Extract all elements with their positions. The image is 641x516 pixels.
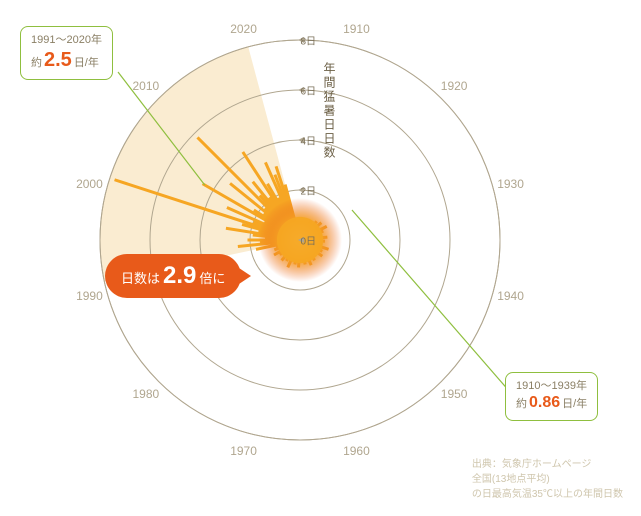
axis-tick: 0日 <box>300 233 316 248</box>
axis-tick: 8日 <box>300 33 316 48</box>
source-line3: の日最高気温35℃以上の年間日数 <box>472 489 623 500</box>
center-multiplier-pill: 日数は2.9倍に <box>105 254 241 298</box>
year-label: 1970 <box>230 444 257 458</box>
year-label: 1930 <box>497 177 524 191</box>
source-line2: 全国(13地点平均) <box>472 474 550 485</box>
pill-prefix: 日数は <box>121 271 160 286</box>
callout-recent-prefix: 約 <box>31 57 42 69</box>
pill-suffix: 倍に <box>199 271 225 286</box>
axis-tick: 6日 <box>300 83 316 98</box>
year-label: 2010 <box>132 79 159 93</box>
callout-recent: 1991〜2020年 約2.5日/年 <box>20 26 113 80</box>
callout-old-prefix: 約 <box>516 398 527 410</box>
year-label: 1990 <box>76 289 103 303</box>
year-label: 1980 <box>132 387 159 401</box>
source-line1: 出典：気象庁ホームページ <box>472 459 592 470</box>
callout-recent-value: 2.5 <box>42 49 74 71</box>
year-label: 1920 <box>441 79 468 93</box>
year-label: 1940 <box>497 289 524 303</box>
callout-old-period: 1910〜1939年 <box>516 380 587 392</box>
year-label: 1910 <box>343 22 370 36</box>
callout-recent-period: 1991〜2020年 <box>31 34 102 46</box>
callout-old: 1910〜1939年 約0.86日/年 <box>505 372 598 421</box>
axis-title: 年間猛暑日日数 <box>321 62 338 160</box>
callout-old-unit: 日/年 <box>562 398 587 410</box>
radial-chart-stage: 1910 1920 1930 1940 1950 1960 1970 1980 1990 2000… <box>0 0 641 516</box>
callout-recent-unit: 日/年 <box>74 57 99 69</box>
year-label: 1960 <box>343 444 370 458</box>
source-attribution: 出典：気象庁ホームページ 全国(13地点平均) の日最高気温35℃以上の年間日数 <box>472 457 623 502</box>
callout-old-value: 0.86 <box>527 394 562 411</box>
axis-tick: 4日 <box>300 133 316 148</box>
year-label: 2020 <box>230 22 257 36</box>
year-label: 2000 <box>76 177 103 191</box>
axis-tick: 2日 <box>300 183 316 198</box>
pill-value: 2.9 <box>160 262 199 289</box>
year-label: 1950 <box>441 387 468 401</box>
